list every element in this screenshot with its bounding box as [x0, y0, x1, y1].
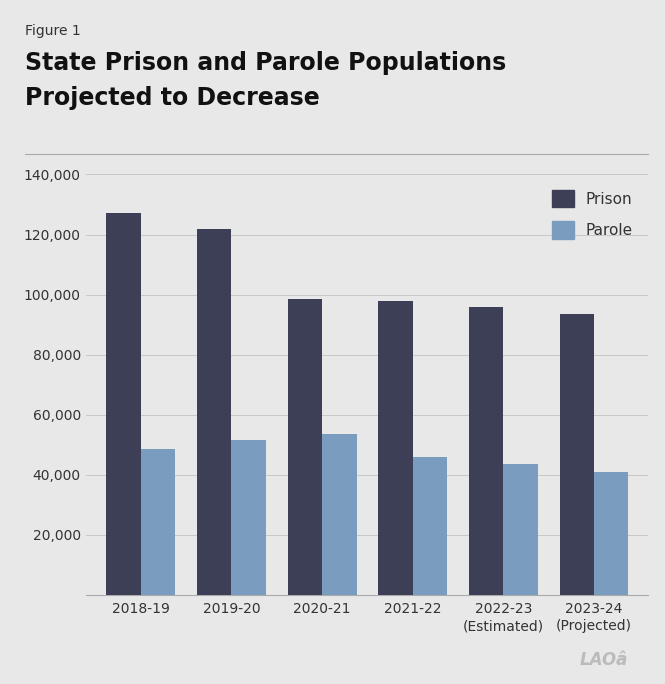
Bar [594, 472, 628, 595]
Bar [503, 464, 538, 595]
Text: Figure 1: Figure 1 [25, 24, 81, 38]
Bar [469, 306, 503, 595]
Bar [106, 213, 141, 595]
Text: State Prison and Parole Populations: State Prison and Parole Populations [25, 51, 507, 75]
Bar [322, 434, 356, 595]
Bar [231, 440, 266, 595]
Bar [413, 457, 447, 595]
Text: LAOâ: LAOâ [580, 651, 628, 669]
Bar [141, 449, 176, 595]
Text: Projected to Decrease: Projected to Decrease [25, 86, 320, 109]
Bar [197, 228, 231, 595]
Bar [559, 314, 594, 595]
Bar [378, 301, 413, 595]
Legend: Prison, Parole: Prison, Parole [545, 182, 641, 246]
Bar [288, 299, 322, 595]
